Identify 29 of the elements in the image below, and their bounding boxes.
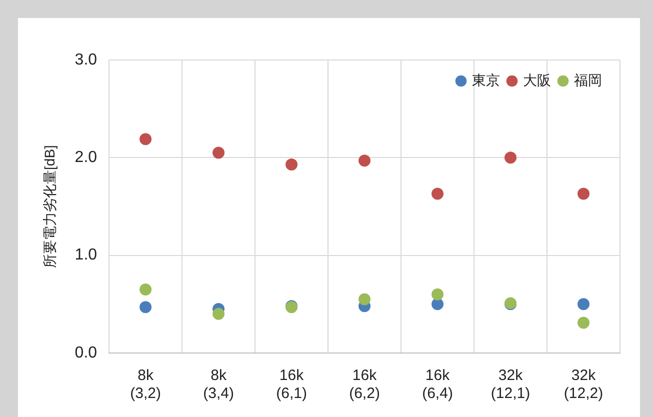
- x-tick-label: 16k (6,1): [276, 367, 307, 402]
- point: [358, 293, 371, 306]
- legend-label: 大阪: [523, 72, 551, 88]
- point: [432, 288, 444, 300]
- legend-label: 東京: [472, 72, 500, 88]
- x-tick-label: 32k (12,1): [490, 367, 530, 402]
- x-tick-label: 8k (3,2): [130, 367, 161, 402]
- point: [212, 308, 225, 320]
- x-tick-label: 8k (3,4): [203, 367, 234, 402]
- point: [140, 133, 152, 146]
- point: [140, 284, 152, 296]
- point: [578, 316, 590, 329]
- x-tick-label: 16k (6,2): [349, 367, 380, 402]
- point: [578, 188, 590, 200]
- y-axis-title: 所要電力劣化量[dB]: [41, 145, 58, 268]
- point: [358, 154, 371, 167]
- y-tick-label: 2.0: [74, 149, 98, 166]
- point: [140, 301, 152, 314]
- y-tick-label: 0.0: [74, 344, 98, 362]
- y-tick-label: 3.0: [74, 51, 98, 68]
- point: [432, 188, 444, 200]
- point: [578, 298, 590, 310]
- point: [504, 152, 517, 164]
- point: [286, 158, 298, 171]
- x-tick-label: 32k (12,2): [564, 367, 604, 402]
- point: [212, 146, 225, 159]
- y-tick-label: 1.0: [74, 246, 98, 264]
- legend-label: 福岡: [574, 72, 602, 88]
- x-tick-label: 16k (6,4): [422, 367, 453, 402]
